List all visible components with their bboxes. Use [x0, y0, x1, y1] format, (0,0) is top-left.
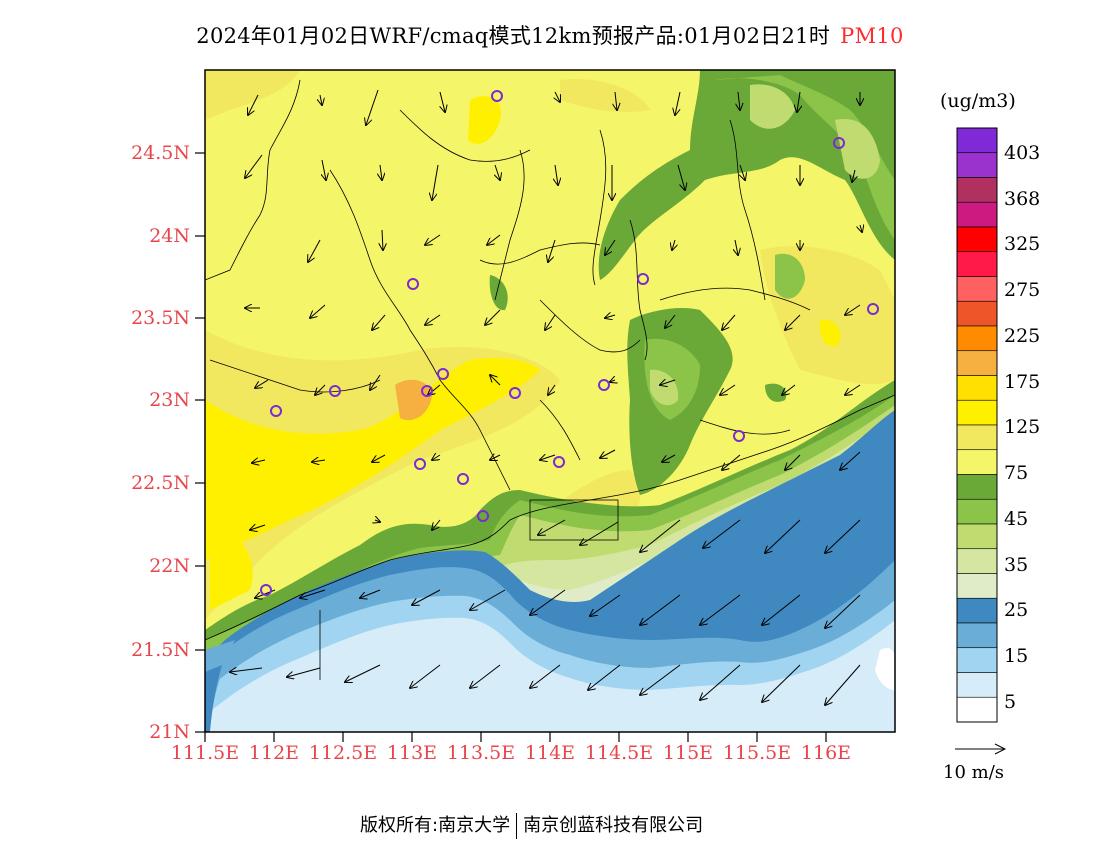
legend-swatch [956, 300, 998, 327]
copyright-left: 版权所有:南京大学 [360, 815, 511, 836]
legend-swatch [956, 325, 998, 352]
legend-swatch [956, 597, 998, 624]
concentration-field [205, 70, 895, 732]
legend-swatch [956, 177, 998, 203]
map-title: 2024年01月02日WRF/cmaq模式12km预报产品:01月02日21时 P… [0, 20, 1100, 50]
legend-label: 75 [1004, 462, 1028, 484]
legend-swatch [956, 375, 998, 401]
legend-label: 325 [1004, 233, 1040, 255]
legend-unit: (ug/m3) [940, 90, 1016, 112]
monitoring-stations [260, 90, 879, 596]
lon-label: 116E [801, 742, 851, 764]
color-legend [956, 127, 998, 723]
copyright-right: 南京创蓝科技有限公司 [523, 815, 704, 836]
lon-label: 114.5E [585, 742, 653, 764]
legend-label: 175 [1004, 371, 1040, 393]
lat-label: 23.5N [131, 307, 190, 329]
legend-swatch [956, 523, 998, 550]
legend-swatch [956, 696, 998, 723]
legend-label: 45 [1004, 508, 1028, 530]
legend-label: 225 [1004, 325, 1040, 347]
legend-label: 125 [1004, 416, 1040, 438]
title-text: 2024年01月02日WRF/cmaq模式12km预报产品:01月02日21时 [196, 24, 831, 48]
legend-swatch [956, 622, 998, 649]
legend-swatch [956, 201, 998, 228]
legend-swatch [956, 449, 998, 475]
legend-swatch [956, 152, 998, 178]
legend-label: 403 [1004, 142, 1040, 164]
lon-tick-marks [204, 732, 827, 742]
wind-scale-label: 10 m/s [943, 762, 1004, 783]
legend-swatch [956, 672, 998, 698]
lat-label: 22N [149, 555, 190, 577]
legend-swatch [956, 127, 998, 154]
legend-label: 15 [1004, 645, 1028, 667]
legend-swatch [956, 647, 998, 673]
lon-label: 114E [525, 742, 575, 764]
lat-label: 23N [149, 389, 190, 411]
copyright-footer: 版权所有:南京大学 南京创蓝科技有限公司 [360, 811, 703, 839]
title-variable: PM10 [840, 24, 904, 48]
legend-label: 5 [1004, 691, 1016, 713]
lon-label: 113.5E [447, 742, 515, 764]
legend-swatch [956, 474, 998, 500]
legend-swatch [956, 226, 998, 253]
boundary-lines [205, 79, 895, 680]
legend-swatch [956, 548, 998, 574]
lat-label: 24N [149, 225, 190, 247]
lon-label: 115.5E [723, 742, 791, 764]
wind-vectors [230, 89, 862, 705]
lon-label: 112E [249, 742, 299, 764]
legend-swatch [956, 573, 998, 599]
legend-swatch [956, 350, 998, 376]
lat-label: 24.5N [131, 142, 190, 164]
legend-swatch [956, 424, 998, 451]
legend-swatch [956, 276, 998, 302]
lat-tick-marks [195, 152, 205, 733]
lon-label: 113E [387, 742, 437, 764]
legend-label: 368 [1004, 188, 1040, 210]
lat-label: 22.5N [131, 472, 190, 494]
reference-arrow-head [994, 743, 1007, 755]
legend-label: 275 [1004, 279, 1040, 301]
legend-swatch [956, 498, 998, 525]
lon-label: 112.5E [309, 742, 377, 764]
legend-swatch [956, 399, 998, 426]
legend-frame [956, 127, 998, 723]
footer-separator [516, 813, 518, 839]
legend-swatch [956, 251, 998, 277]
lon-label: 115E [663, 742, 713, 764]
lon-label: 111.5E [171, 742, 239, 764]
legend-label: 35 [1004, 554, 1028, 576]
lat-label: 21.5N [131, 639, 190, 661]
legend-label: 25 [1004, 599, 1028, 621]
legend-labels: 403 368 325 275 225 175 125 75 45 35 25 … [1004, 142, 1040, 713]
lat-label: 21N [149, 721, 190, 743]
